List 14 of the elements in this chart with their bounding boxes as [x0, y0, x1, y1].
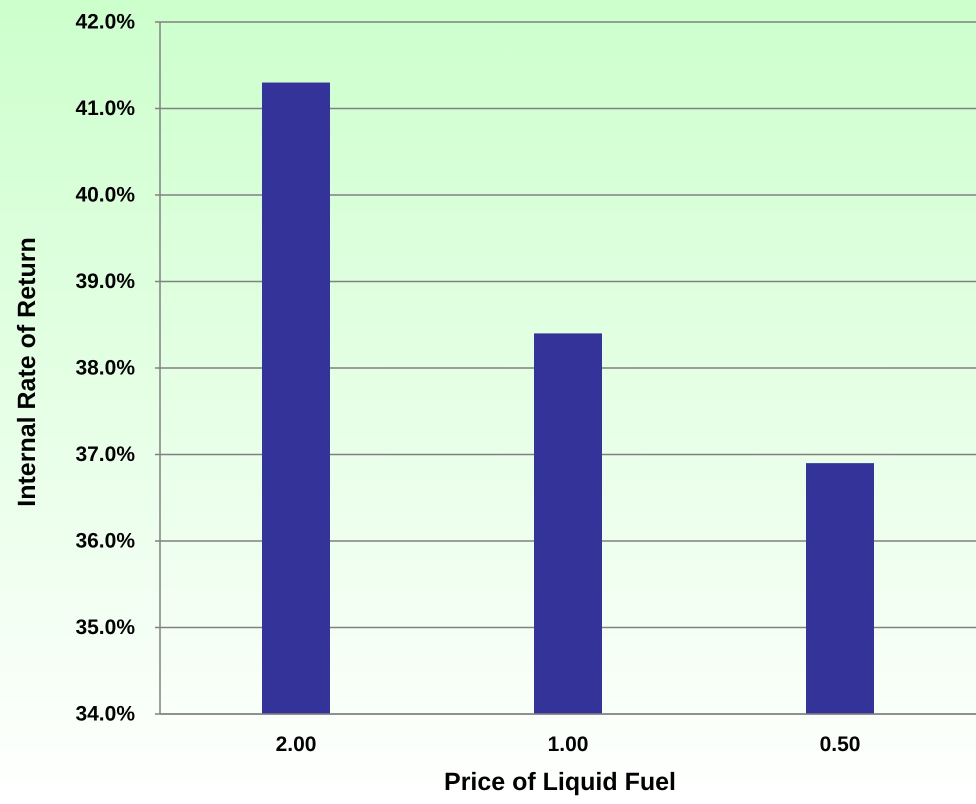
y-tick-label: 34.0%: [75, 702, 136, 726]
y-tick-label: 39.0%: [75, 270, 136, 293]
x-axis-title: Price of Liquid Fuel: [444, 768, 676, 796]
x-tick-label: 1.00: [548, 733, 588, 756]
y-tick-label: 40.0%: [75, 184, 136, 206]
x-tick-label: 2.00: [276, 733, 316, 756]
y-tick-label: 36.0%: [75, 530, 136, 552]
x-tick-label: 0.50: [820, 733, 860, 756]
y-axis-title: Internal Rate of Return: [13, 237, 41, 507]
y-tick-label: 42.0%: [75, 10, 136, 34]
y-tick-label: 35.0%: [75, 616, 136, 639]
y-tick-label: 41.0%: [75, 97, 136, 120]
y-tick-label: 38.0%: [75, 356, 136, 380]
y-tick-label: 37.0%: [75, 443, 136, 466]
